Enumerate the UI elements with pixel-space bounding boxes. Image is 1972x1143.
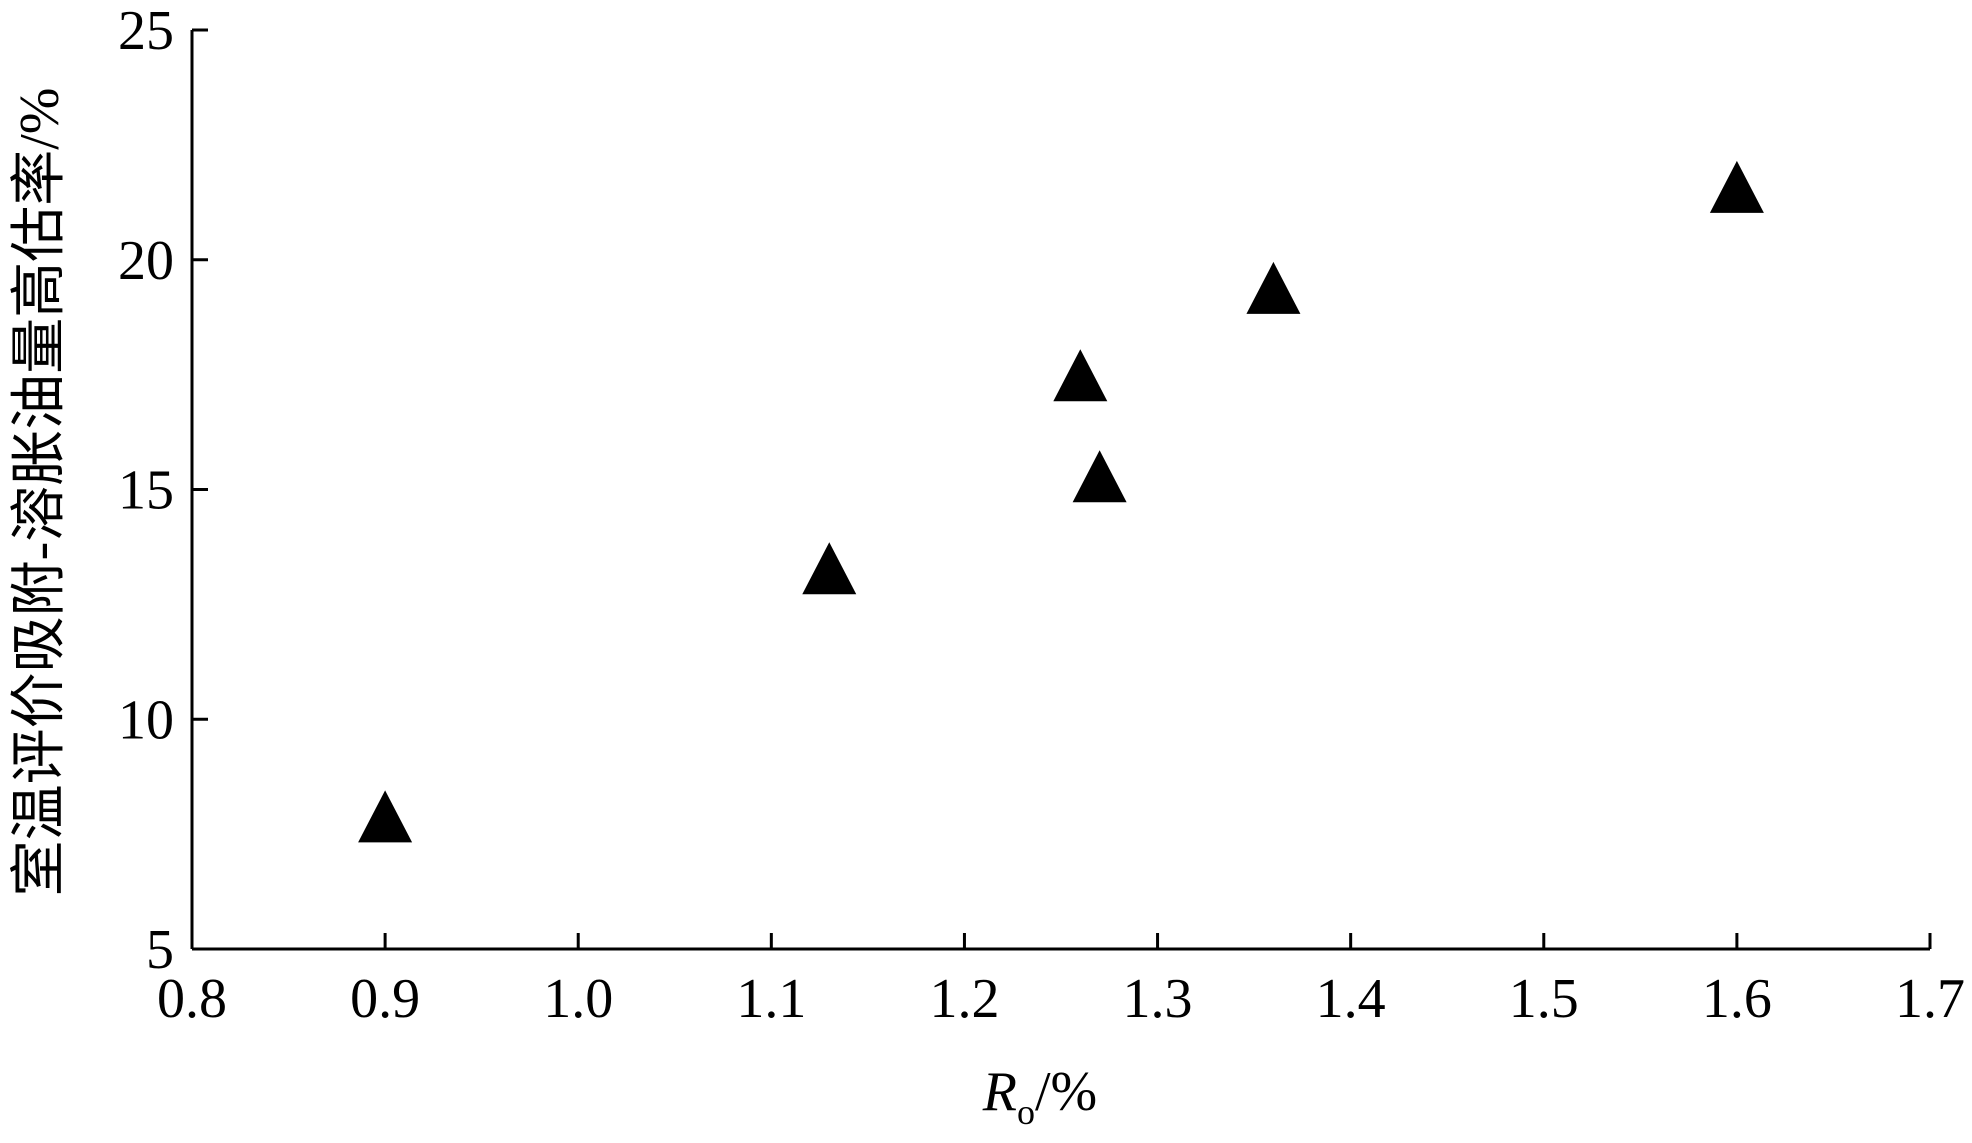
data-point-triangle <box>1053 349 1108 402</box>
x-tick-label: 1.6 <box>1702 968 1772 1030</box>
x-tick-label: 1.4 <box>1316 968 1386 1030</box>
x-axis-title-subscript: o <box>1017 1092 1035 1132</box>
data-point-triangle <box>1072 450 1127 503</box>
data-point-triangle <box>1246 261 1301 314</box>
x-axis-title: Ro/% <box>982 1061 1097 1132</box>
data-point-triangle <box>358 790 413 843</box>
tick-labels: 0.8 0.9 1.0 1.1 1.2 1.3 1.4 1.5 1.6 1.7 5 10 15 20 25 <box>118 0 1965 1030</box>
x-tick-label: 1.1 <box>736 968 806 1030</box>
x-axis-title-main: R <box>982 1061 1017 1123</box>
ticks <box>190 28 1932 951</box>
y-tick-label: 25 <box>118 0 174 62</box>
y-tick-label: 5 <box>146 919 174 981</box>
x-tick-label: 1.2 <box>929 968 999 1030</box>
y-axis-title: 室温评价吸附-溶胀油量高估率/% <box>9 88 71 897</box>
x-tick-label: 1.5 <box>1509 968 1579 1030</box>
y-tick-label: 20 <box>118 230 174 292</box>
x-tick-label: 0.8 <box>157 968 227 1030</box>
x-axis-title-suffix: /% <box>1035 1061 1097 1123</box>
x-tick-label: 1.7 <box>1895 968 1965 1030</box>
x-tick-label: 1.0 <box>543 968 613 1030</box>
data-point-triangle <box>1709 160 1764 213</box>
data-points <box>358 160 1764 843</box>
y-tick-label: 10 <box>118 689 174 751</box>
x-tick-label: 1.3 <box>1123 968 1193 1030</box>
y-tick-label: 15 <box>118 460 174 522</box>
axes <box>190 30 1930 951</box>
data-point-triangle <box>802 542 857 595</box>
x-tick-label: 0.9 <box>350 968 420 1030</box>
